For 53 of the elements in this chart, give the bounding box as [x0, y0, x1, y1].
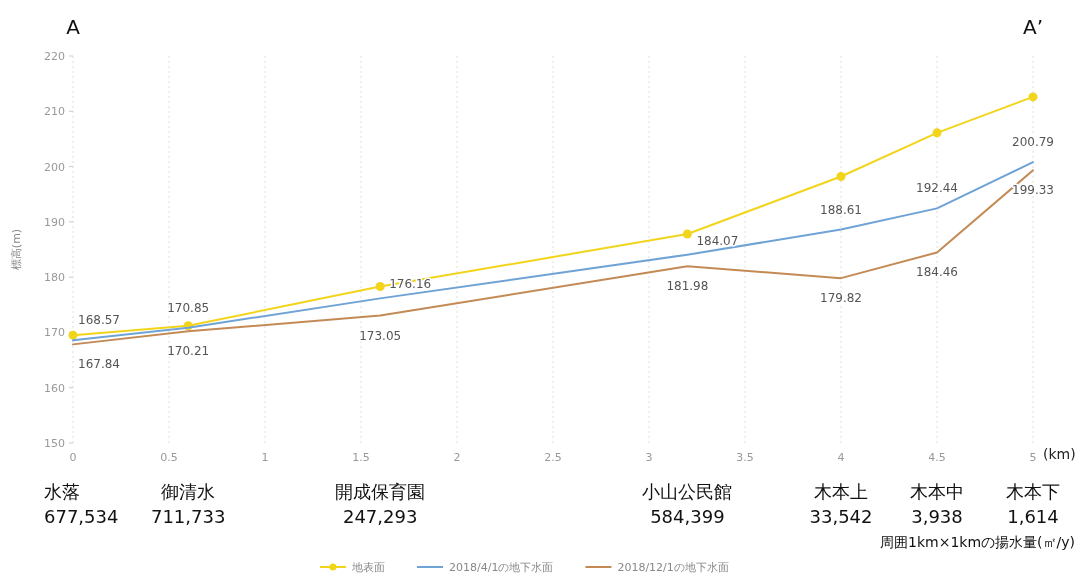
legend-label: 地表面 [351, 561, 385, 574]
text: 周囲1km×1kmの揚水量(㎡/y) [880, 534, 1075, 550]
text: 木本中 3,938 [910, 481, 964, 527]
y-tick-label: 220 [44, 50, 65, 63]
x-tick-label: 1 [261, 451, 269, 464]
data-label: 181.98 [666, 279, 709, 294]
x-tick-label: 0 [69, 451, 77, 464]
data-label: 200.79 [1012, 135, 1054, 150]
y-tick-label: 160 [44, 381, 65, 395]
text: 御清水 711,733 [150, 481, 226, 527]
text: A’ [1022, 15, 1044, 39]
y-tick-label: 200 [44, 160, 65, 174]
y-tick-label: 190 [44, 215, 65, 229]
data-label: 192.44 [916, 181, 958, 196]
x-tick-label: 3 [645, 451, 653, 464]
x-tick-label: 2.5 [544, 451, 562, 464]
legend-label: 2018/4/1の地下水面 [449, 561, 554, 574]
point [375, 282, 385, 292]
data-label: 184.07 [696, 233, 739, 248]
x-tick-label: 4.5 [928, 451, 946, 464]
y-axis-title: 標高(m) [10, 228, 23, 271]
data-label: 184.46 [916, 265, 958, 280]
y-tick-label: 150 [44, 437, 65, 450]
y-tick-label: 180 [44, 271, 65, 285]
point [68, 330, 78, 340]
data-label: 199.33 [1012, 183, 1054, 198]
data-label: 167.84 [78, 357, 120, 372]
x-axis-title: (km) [1043, 446, 1076, 462]
point [836, 172, 846, 182]
x-tick-label: 4 [837, 451, 845, 464]
point [682, 229, 692, 239]
text: 開成保育園 247,293 [335, 481, 426, 527]
x-tick-label: 2 [453, 451, 461, 464]
text: 木本上 33,542 [809, 481, 873, 527]
x-tick-label: 0.5 [160, 451, 178, 464]
point [1028, 92, 1038, 102]
data-label: 168.57 [78, 313, 120, 328]
x-tick-label: 5 [1029, 451, 1037, 464]
point [932, 128, 942, 138]
data-label: 170.21 [167, 344, 210, 359]
data-label: 188.61 [820, 202, 862, 217]
y-tick-label: 210 [44, 105, 65, 119]
data-label: 173.05 [359, 328, 402, 343]
data-label: 179.82 [820, 291, 862, 306]
legend-label: 2018/12/1の地下水面 [617, 561, 729, 574]
x-tick-label: 3.5 [736, 451, 754, 464]
text: 小山公民館 584,399 [642, 481, 733, 527]
text: 木本下 1,614 [1006, 481, 1060, 527]
y-tick-label: 170 [44, 326, 65, 340]
text: 水落 677,534 [44, 481, 119, 527]
x-tick-label: 1.5 [352, 451, 370, 464]
data-label: 170.85 [167, 300, 210, 315]
text: A [66, 15, 81, 39]
